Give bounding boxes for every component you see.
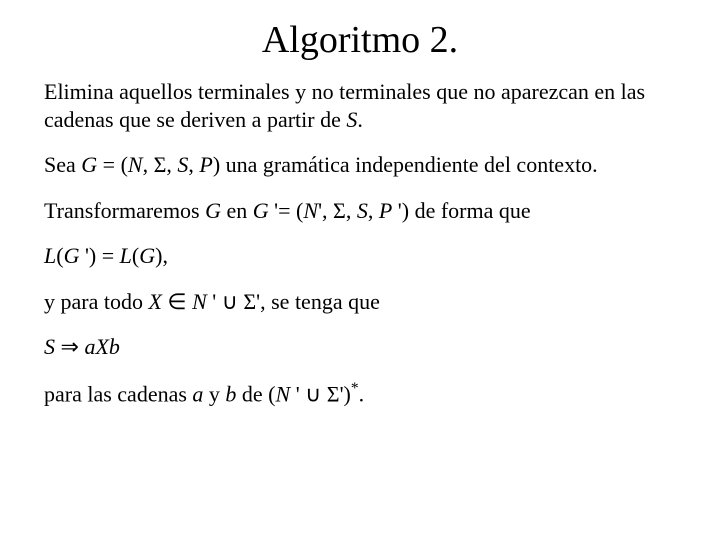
text: en — [221, 198, 253, 223]
text: ', Σ, — [318, 198, 357, 223]
text: y — [203, 381, 225, 406]
symbol-b: b — [225, 381, 236, 406]
symbol-axb: aXb — [84, 334, 119, 359]
symbol-p: P — [379, 198, 392, 223]
symbol-x: X — [148, 289, 161, 314]
derivation: S ⇒ aXb — [44, 333, 676, 361]
symbol-n: N — [128, 152, 143, 177]
language-equality: L(G ') = L(G), — [44, 242, 676, 270]
slide: Algoritmo 2. Elimina aquellos terminales… — [0, 0, 720, 540]
text: ∈ — [162, 289, 192, 314]
symbol-s: S — [346, 107, 357, 132]
text: ' ∪ Σ', se tenga que — [207, 289, 380, 314]
transform-paragraph: Transformaremos G en G '= (N', Σ, S, P '… — [44, 197, 676, 225]
symbol-s: S — [44, 334, 55, 359]
text: , Σ, — [143, 152, 178, 177]
for-all-x: y para todo X ∈ N ' ∪ Σ', se tenga que — [44, 288, 676, 316]
symbol-n: N — [192, 289, 207, 314]
text: para las cadenas — [44, 381, 192, 406]
text: Elimina aquellos terminales y no termina… — [44, 79, 645, 132]
text: = ( — [97, 152, 128, 177]
text: de ( — [236, 381, 275, 406]
text: . — [357, 107, 363, 132]
symbol-s: S — [177, 152, 188, 177]
symbol-g: G — [205, 198, 221, 223]
text: Transformaremos — [44, 198, 205, 223]
chains-paragraph: para las cadenas a y b de (N ' ∪ Σ')*. — [44, 379, 676, 408]
symbol-g: G — [64, 243, 80, 268]
grammar-definition: Sea G = (N, Σ, S, P) una gramática indep… — [44, 151, 676, 179]
text: ') = — [79, 243, 119, 268]
text: ') de forma que — [392, 198, 530, 223]
text: ), — [155, 243, 168, 268]
text: ) una gramática independiente del contex… — [213, 152, 598, 177]
text: ⇒ — [55, 334, 84, 359]
intro-paragraph: Elimina aquellos terminales y no termina… — [44, 78, 676, 133]
symbol-l: L — [44, 243, 56, 268]
symbol-n: N — [276, 381, 291, 406]
symbol-n: N — [303, 198, 318, 223]
text: Sea — [44, 152, 81, 177]
symbol-p: P — [199, 152, 212, 177]
symbol-a: a — [192, 381, 203, 406]
text: , — [368, 198, 379, 223]
symbol-l: L — [120, 243, 132, 268]
symbol-s: S — [357, 198, 368, 223]
text: y para todo — [44, 289, 148, 314]
symbol-g: G — [81, 152, 97, 177]
text: ' ∪ Σ') — [290, 381, 351, 406]
text: . — [359, 381, 365, 406]
slide-title: Algoritmo 2. — [44, 18, 676, 62]
text: , — [188, 152, 199, 177]
symbol-g: G — [139, 243, 155, 268]
text: '= ( — [269, 198, 304, 223]
kleene-star: * — [351, 380, 359, 397]
symbol-g: G — [253, 198, 269, 223]
text: ( — [56, 243, 63, 268]
